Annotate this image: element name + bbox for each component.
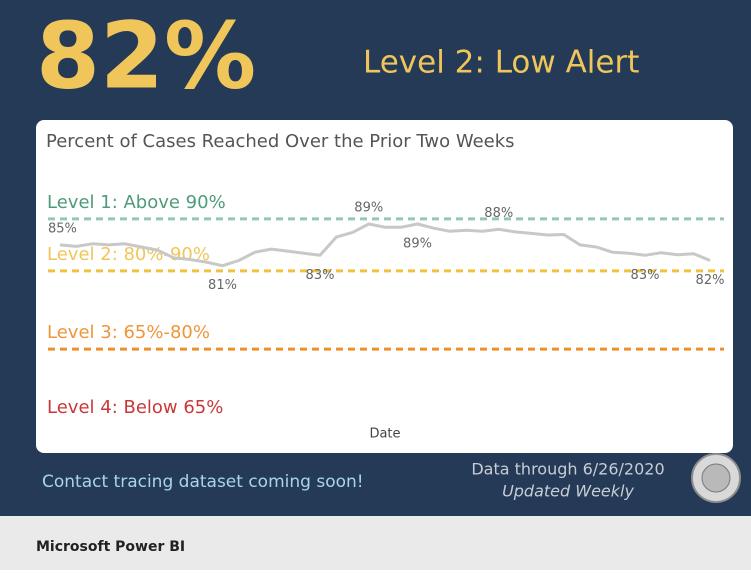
- app-name: Microsoft Power BI: [36, 539, 185, 555]
- level-label: Level 1: Above 90%: [47, 192, 226, 213]
- data-label: 82%: [696, 273, 725, 288]
- data-label: 85%: [48, 221, 77, 236]
- level-label: Level 2: 80%-90%: [47, 244, 210, 265]
- app-bar: [0, 516, 751, 570]
- seal-inner: [701, 463, 731, 493]
- level-label: Level 4: Below 65%: [47, 397, 223, 418]
- headline-value: 82%: [36, 2, 256, 109]
- chart-title: Percent of Cases Reached Over the Prior …: [46, 131, 515, 152]
- data-label: 81%: [208, 278, 237, 293]
- x-axis-label: Date: [369, 427, 400, 442]
- data-label: 83%: [306, 268, 335, 283]
- data-through: Data through 6/26/2020: [471, 460, 664, 479]
- data-line: [59, 222, 711, 268]
- data-label: 89%: [354, 201, 383, 216]
- updated-note: Updated Weekly: [502, 482, 634, 501]
- headline-status: Level 2: Low Alert: [363, 45, 639, 81]
- level-label: Level 3: 65%-80%: [47, 322, 210, 343]
- seal: [691, 453, 741, 503]
- data-label: 89%: [403, 237, 432, 252]
- data-label: 88%: [484, 206, 513, 221]
- data-label: 83%: [631, 268, 660, 283]
- footer-note: Contact tracing dataset coming soon!: [42, 472, 364, 492]
- chart-card: [36, 120, 733, 453]
